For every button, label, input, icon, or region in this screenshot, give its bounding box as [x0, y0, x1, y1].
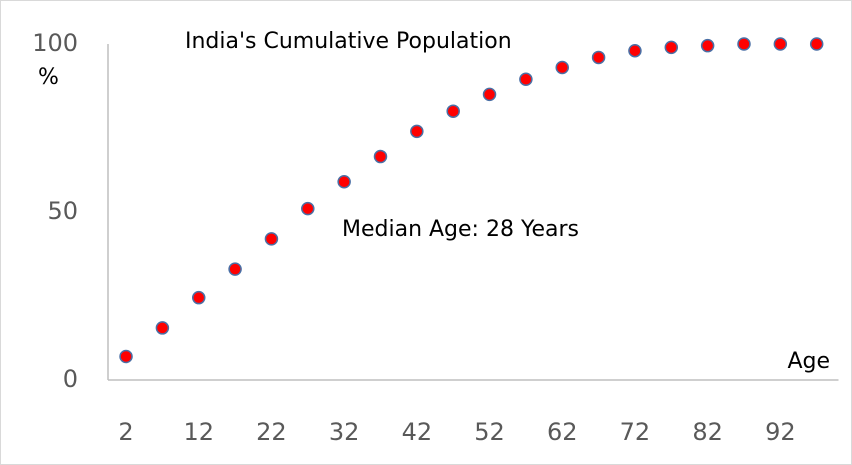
point	[228, 262, 242, 276]
x-tick-label: 12	[183, 418, 214, 446]
point	[337, 175, 351, 189]
x-tick-label: 52	[474, 418, 505, 446]
point	[700, 38, 715, 53]
point	[264, 232, 279, 246]
chart-title: India's Cumulative Population	[185, 29, 512, 54]
point	[119, 349, 133, 364]
annotation: Median Age: 28 Years	[342, 217, 579, 242]
x-tick-label: 2	[118, 418, 133, 446]
point	[155, 321, 170, 335]
x-tick-label: 72	[620, 418, 651, 446]
point	[301, 201, 315, 216]
x-tick-label: 22	[256, 418, 287, 446]
point	[628, 43, 642, 58]
x-tick-label: 42	[402, 418, 433, 446]
y-tick-label: 100	[32, 29, 78, 57]
point	[482, 87, 497, 102]
x-tick-label: 62	[547, 418, 578, 446]
point	[555, 60, 569, 75]
point	[773, 37, 788, 51]
y-tick-label: 0	[63, 365, 78, 393]
point	[809, 37, 824, 51]
x-tick-label: 92	[765, 418, 796, 446]
point	[519, 72, 533, 87]
y-axis-label: %	[38, 65, 59, 90]
point	[410, 124, 424, 139]
x-tick-label: 32	[329, 418, 360, 446]
point	[373, 149, 388, 164]
point	[591, 50, 606, 65]
point	[446, 104, 460, 118]
x-tick-label: 82	[692, 418, 723, 446]
point	[737, 37, 751, 51]
point	[191, 290, 206, 305]
x-axis-label: Age	[787, 349, 830, 374]
y-tick-label: 50	[47, 197, 78, 225]
point	[664, 40, 679, 55]
